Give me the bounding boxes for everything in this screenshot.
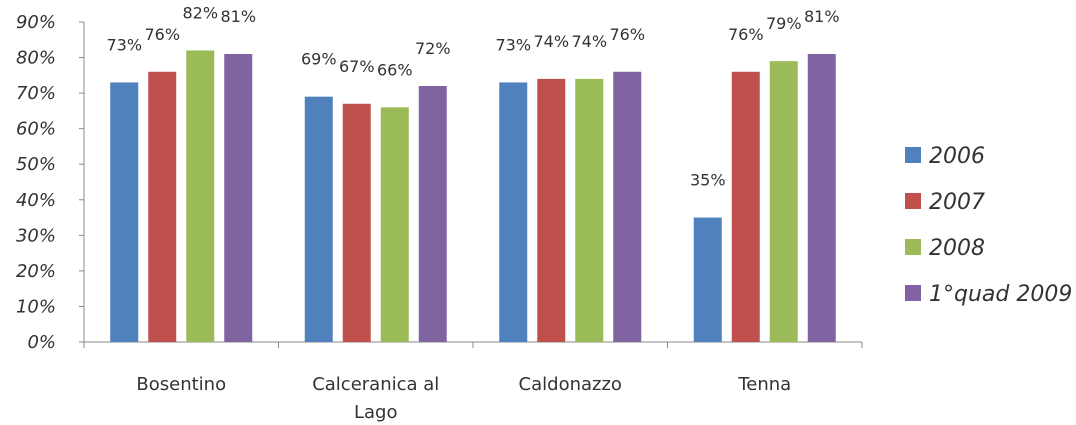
data-label: 69% (301, 50, 337, 69)
data-label: 79% (766, 14, 802, 33)
bar-1-quad-2009-2 (418, 86, 447, 342)
y-tick-label: 20% (16, 261, 56, 282)
data-label: 76% (728, 25, 764, 44)
bar-2006-4 (693, 217, 722, 342)
data-label: 73% (495, 35, 531, 54)
axes: 0% 10% 20% 30% 40% 50% 60% 70% 80% 90% Bosentino Ca… (16, 12, 863, 423)
x-category-label: Tenna (737, 374, 791, 395)
bar-2006-2 (304, 96, 333, 343)
y-tick-label: 30% (16, 225, 56, 246)
bar-1-quad-2009-3 (613, 71, 642, 343)
x-category-label: Bosentino (136, 374, 226, 395)
legend-swatch (905, 147, 921, 163)
bar-2006-1 (110, 82, 139, 342)
data-label: 73% (106, 35, 142, 54)
bar-2008-2 (380, 107, 409, 342)
bar-1-quad-2009-1 (224, 54, 253, 342)
legend-swatch (905, 193, 921, 209)
y-tick-label: 70% (16, 83, 56, 104)
data-label: 76% (609, 25, 645, 44)
data-label: 74% (533, 32, 569, 51)
legend-label: 2007 (929, 190, 985, 215)
data-label: 81% (220, 7, 256, 26)
y-tick-label: 0% (27, 332, 56, 353)
data-label: 35% (690, 171, 726, 190)
bar-2007-1 (148, 71, 177, 343)
y-tick-label: 90% (16, 12, 56, 33)
y-tick-label: 10% (16, 296, 56, 317)
bar-2008-1 (186, 50, 215, 342)
legend-label: 2008 (929, 236, 985, 261)
legend-swatch (905, 285, 921, 301)
x-category-label: Caldonazzo (519, 374, 622, 395)
data-label: 81% (804, 7, 840, 26)
data-label: 66% (377, 60, 413, 79)
legend-swatch (905, 239, 921, 255)
legend-label: 1°quad 2009 (929, 282, 1072, 307)
data-label: 67% (339, 57, 375, 76)
bar-2008-4 (769, 61, 798, 342)
data-label: 72% (415, 39, 451, 58)
legend-label: 2006 (929, 144, 985, 169)
bar-2007-4 (731, 71, 760, 343)
data-label: 76% (144, 25, 180, 44)
data-label: 82% (182, 3, 218, 22)
legend: 2006 2007 2008 1°quad 2009 (905, 144, 1072, 307)
bar-1-quad-2009-4 (807, 54, 836, 342)
data-labels: 73%69%73%35%76%67%74% 76%82%66%74%79%81%7… (106, 3, 839, 189)
y-tick-label: 60% (16, 119, 56, 140)
y-tick-label: 40% (16, 190, 56, 211)
bars (110, 50, 836, 343)
bar-2007-3 (537, 78, 566, 342)
data-label: 74% (571, 32, 607, 51)
y-tick-label: 50% (16, 154, 56, 175)
x-category-label: Calceranica al Lago (312, 374, 439, 423)
bar-2007-2 (342, 103, 371, 343)
y-tick-label: 80% (16, 48, 56, 69)
bar-2008-3 (575, 78, 604, 342)
bar-2006-3 (499, 82, 528, 342)
